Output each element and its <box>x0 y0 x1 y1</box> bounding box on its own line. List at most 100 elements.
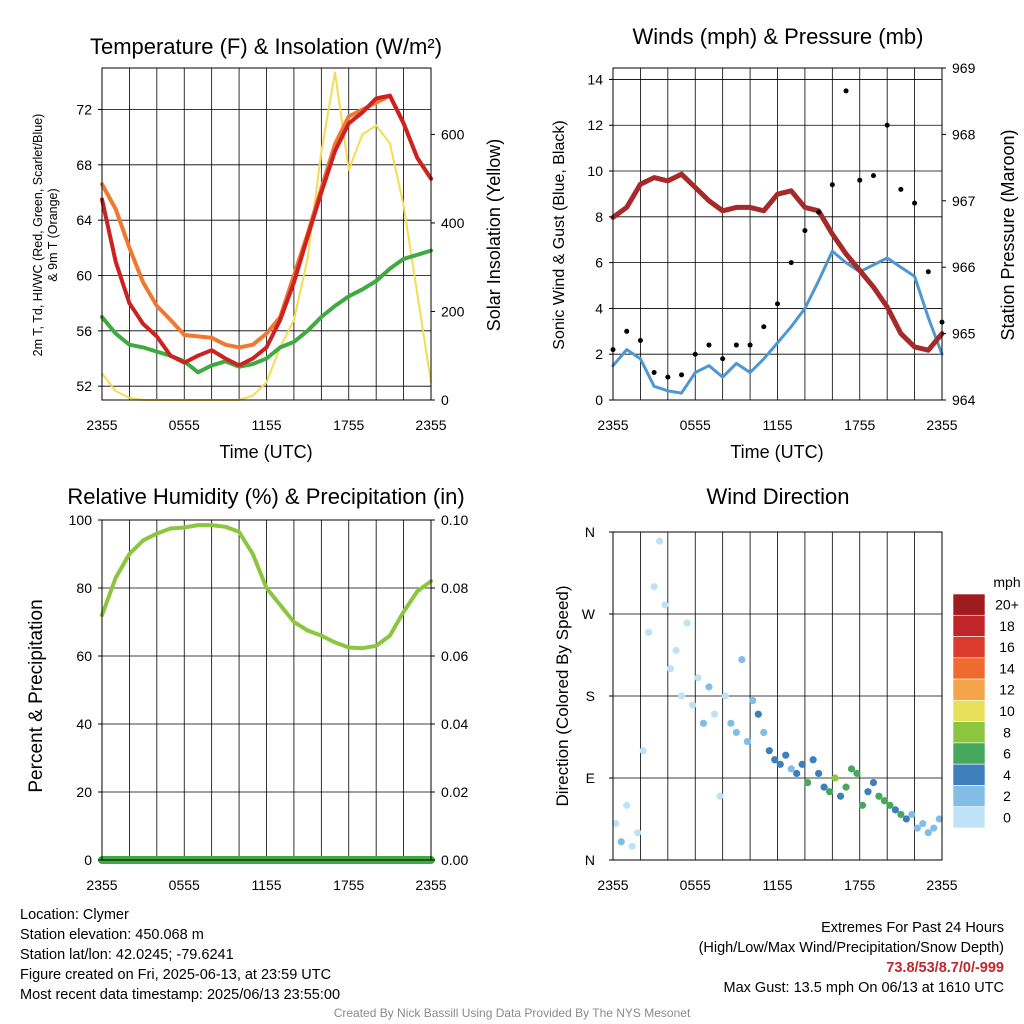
y-tick-label: 4 <box>595 300 603 316</box>
winds-left-ticks: 0 2 4 6 8 10 12 14 <box>587 71 613 408</box>
gust-point <box>912 200 918 206</box>
colorbar-swatch <box>952 700 986 722</box>
winds-ylabel-left: Sonic Wind & Gust (Blue, Black) <box>551 120 568 349</box>
direction-point <box>853 769 861 778</box>
colorbar-label: 0 <box>1003 809 1011 825</box>
direction-point <box>836 792 845 800</box>
y-tick-label: 72 <box>76 102 92 118</box>
direction-point <box>825 788 834 796</box>
gust-point <box>788 260 794 266</box>
direction-point <box>787 765 795 773</box>
latlon-text: Station lat/lon: 42.0245; -79.6241 <box>20 947 234 963</box>
x-tick-label: 1755 <box>844 877 875 893</box>
direction-point <box>743 737 751 746</box>
direction-point <box>754 710 762 718</box>
location-text: Location: Clymer <box>20 907 129 923</box>
gust-point <box>624 328 630 334</box>
humidity-panel: Relative Humidity (%) & Precipitation (i… <box>26 484 468 893</box>
speed-colorbar: 20+ 18 16 14 12 10 8 6 4 2 0 <box>952 593 1019 829</box>
colorbar-swatch <box>952 657 986 680</box>
extremes-info: Extremes For Past 24 Hours (High/Low/Max… <box>699 918 1004 998</box>
extremes-subtitle: (High/Low/Max Wind/Precipitation/Snow De… <box>698 940 1004 956</box>
humidity-ylabel: Percent & Precipitation <box>26 599 47 792</box>
direction-point <box>880 797 889 805</box>
y-tick-label: 60 <box>76 268 92 284</box>
direction-point <box>650 583 658 591</box>
humidity-x-ticks: 2355 0555 1155 1755 2355 <box>86 877 446 893</box>
y-tick-label: 6 <box>595 255 603 271</box>
colorbar-label: 8 <box>1003 724 1011 740</box>
y-tick-label: 64 <box>76 212 92 228</box>
y-tick-label: N <box>585 852 595 868</box>
y2-tick-label: 0.10 <box>441 512 468 528</box>
colorbar-label: 14 <box>999 660 1015 676</box>
direction-point <box>771 756 779 764</box>
direction-point <box>924 829 932 837</box>
direction-point <box>869 778 878 787</box>
direction-point <box>902 815 910 823</box>
y-tick-label: E <box>586 770 595 786</box>
gust-point <box>816 209 822 215</box>
series-2m-t-line <box>100 93 433 368</box>
series-td-line <box>100 248 433 375</box>
gust-point <box>775 301 780 307</box>
y-tick-label: W <box>582 606 596 622</box>
series-wind-line <box>611 249 944 395</box>
direction-point <box>804 778 812 787</box>
direction-point <box>634 829 642 837</box>
direction-y-ticks: N E S W N <box>582 524 613 868</box>
x-tick-label: 2355 <box>86 417 117 433</box>
x-tick-label: 0555 <box>680 877 711 893</box>
direction-point <box>831 774 839 782</box>
direction-point <box>727 719 735 727</box>
winds-title: Winds (mph) & Pressure (mb) <box>633 24 924 49</box>
y-tick-label: 0 <box>84 852 92 868</box>
direction-point <box>661 601 669 609</box>
colorbar-swatch <box>952 763 986 786</box>
temperature-right-ticks: 0 200 400 600 <box>431 126 465 408</box>
colorbar-label: 6 <box>1003 746 1011 762</box>
series-rh-line <box>100 523 433 651</box>
direction-points <box>612 537 943 850</box>
y-tick-label: 40 <box>76 716 92 732</box>
winds-right-ticks: 964 965 966 967 968 969 <box>942 60 976 408</box>
y-tick-label: 20 <box>76 784 92 800</box>
gust-point <box>898 186 904 192</box>
series-pressure-line <box>610 171 945 353</box>
direction-point <box>897 810 905 819</box>
direction-point <box>930 824 938 832</box>
y-tick-label: N <box>585 524 595 540</box>
gust-point <box>843 88 849 94</box>
created-text: Figure created on Fri, 2025-06-13, at 23… <box>20 967 332 983</box>
direction-point <box>847 765 856 773</box>
direction-point <box>782 751 790 759</box>
y2-tick-label: 0.02 <box>441 784 468 800</box>
y2-tick-label: 0.08 <box>441 580 468 596</box>
gust-point <box>679 372 685 378</box>
y2-tick-label: 0.00 <box>441 852 468 868</box>
colorbar-label: 12 <box>999 682 1015 698</box>
humidity-frame <box>101 519 432 861</box>
y2-tick-label: 969 <box>952 60 976 76</box>
x-tick-label: 0555 <box>169 417 200 433</box>
y2-tick-label: 966 <box>952 259 976 275</box>
direction-point <box>875 792 883 800</box>
y-tick-label: S <box>586 688 595 704</box>
direction-point <box>809 756 817 764</box>
colorbar-swatch <box>952 785 986 808</box>
colorbar-swatch <box>952 636 986 659</box>
direction-point <box>935 815 943 823</box>
direction-point <box>732 728 740 737</box>
direction-point <box>688 701 697 709</box>
temperature-x-ticks: 2355 0555 1155 1755 2355 <box>86 417 446 433</box>
y2-tick-label: 967 <box>952 193 976 209</box>
colorbar-swatch <box>952 806 986 829</box>
gust-point <box>761 324 767 330</box>
gust-point <box>651 370 657 376</box>
direction-point <box>628 842 636 850</box>
extremes-values: 73.8/53/8.7/0/-999 <box>886 960 1004 976</box>
colorbar-swatch <box>952 678 986 701</box>
direction-point <box>672 646 680 655</box>
